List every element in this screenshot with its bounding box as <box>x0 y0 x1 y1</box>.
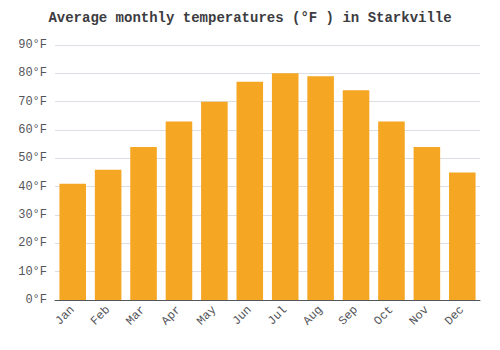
svg-text:Nov: Nov <box>407 303 432 328</box>
svg-text:Sep: Sep <box>336 303 361 328</box>
svg-text:90°F: 90°F <box>18 38 47 52</box>
svg-text:30°F: 30°F <box>18 208 47 222</box>
svg-text:10°F: 10°F <box>18 265 47 279</box>
svg-text:0°F: 0°F <box>25 293 47 307</box>
svg-text:Jan: Jan <box>53 303 78 328</box>
svg-text:Average monthly temperatures (: Average monthly temperatures (°F ) in St… <box>48 10 451 26</box>
svg-text:70°F: 70°F <box>18 95 47 109</box>
svg-text:May: May <box>194 303 219 328</box>
svg-text:Aug: Aug <box>300 303 325 328</box>
svg-text:50°F: 50°F <box>18 151 47 165</box>
svg-text:20°F: 20°F <box>18 236 47 250</box>
svg-text:Jul: Jul <box>265 303 290 328</box>
svg-text:Feb: Feb <box>88 303 113 328</box>
svg-text:Jun: Jun <box>230 303 255 328</box>
svg-text:Dec: Dec <box>442 303 467 328</box>
svg-text:Apr: Apr <box>159 303 184 328</box>
svg-text:Mar: Mar <box>123 303 148 328</box>
svg-text:Oct: Oct <box>371 303 396 328</box>
svg-text:60°F: 60°F <box>18 123 47 137</box>
svg-text:40°F: 40°F <box>18 180 47 194</box>
svg-text:80°F: 80°F <box>18 66 47 80</box>
